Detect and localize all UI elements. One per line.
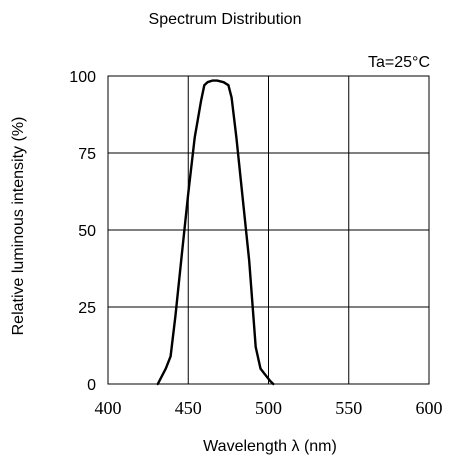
x-tick-label: 600	[416, 398, 443, 418]
x-axis-label: Wavelength λ (nm)	[203, 438, 337, 455]
y-tick-label: 0	[87, 377, 96, 394]
plot-frame	[107, 75, 430, 385]
tick-labels: 400 450 500 550 600 0 25 50 75 100	[69, 69, 442, 418]
y-tick-label: 50	[78, 223, 96, 240]
y-tick-label: 75	[78, 146, 96, 163]
temperature-annotation: Ta=25°C	[368, 54, 430, 71]
y-axis-label: Relative luminous intensity (%)	[10, 117, 27, 336]
grid-lines	[108, 76, 429, 384]
series-layer	[156, 79, 275, 386]
spectrum-line	[156, 79, 275, 386]
x-tick-label: 400	[95, 398, 122, 418]
chart-title: Spectrum Distribution	[149, 11, 302, 28]
x-tick-label: 500	[255, 398, 282, 418]
x-tick-label: 550	[335, 398, 362, 418]
y-tick-label: 25	[78, 300, 96, 317]
x-tick-label: 450	[175, 398, 202, 418]
y-tick-label: 100	[69, 69, 96, 86]
